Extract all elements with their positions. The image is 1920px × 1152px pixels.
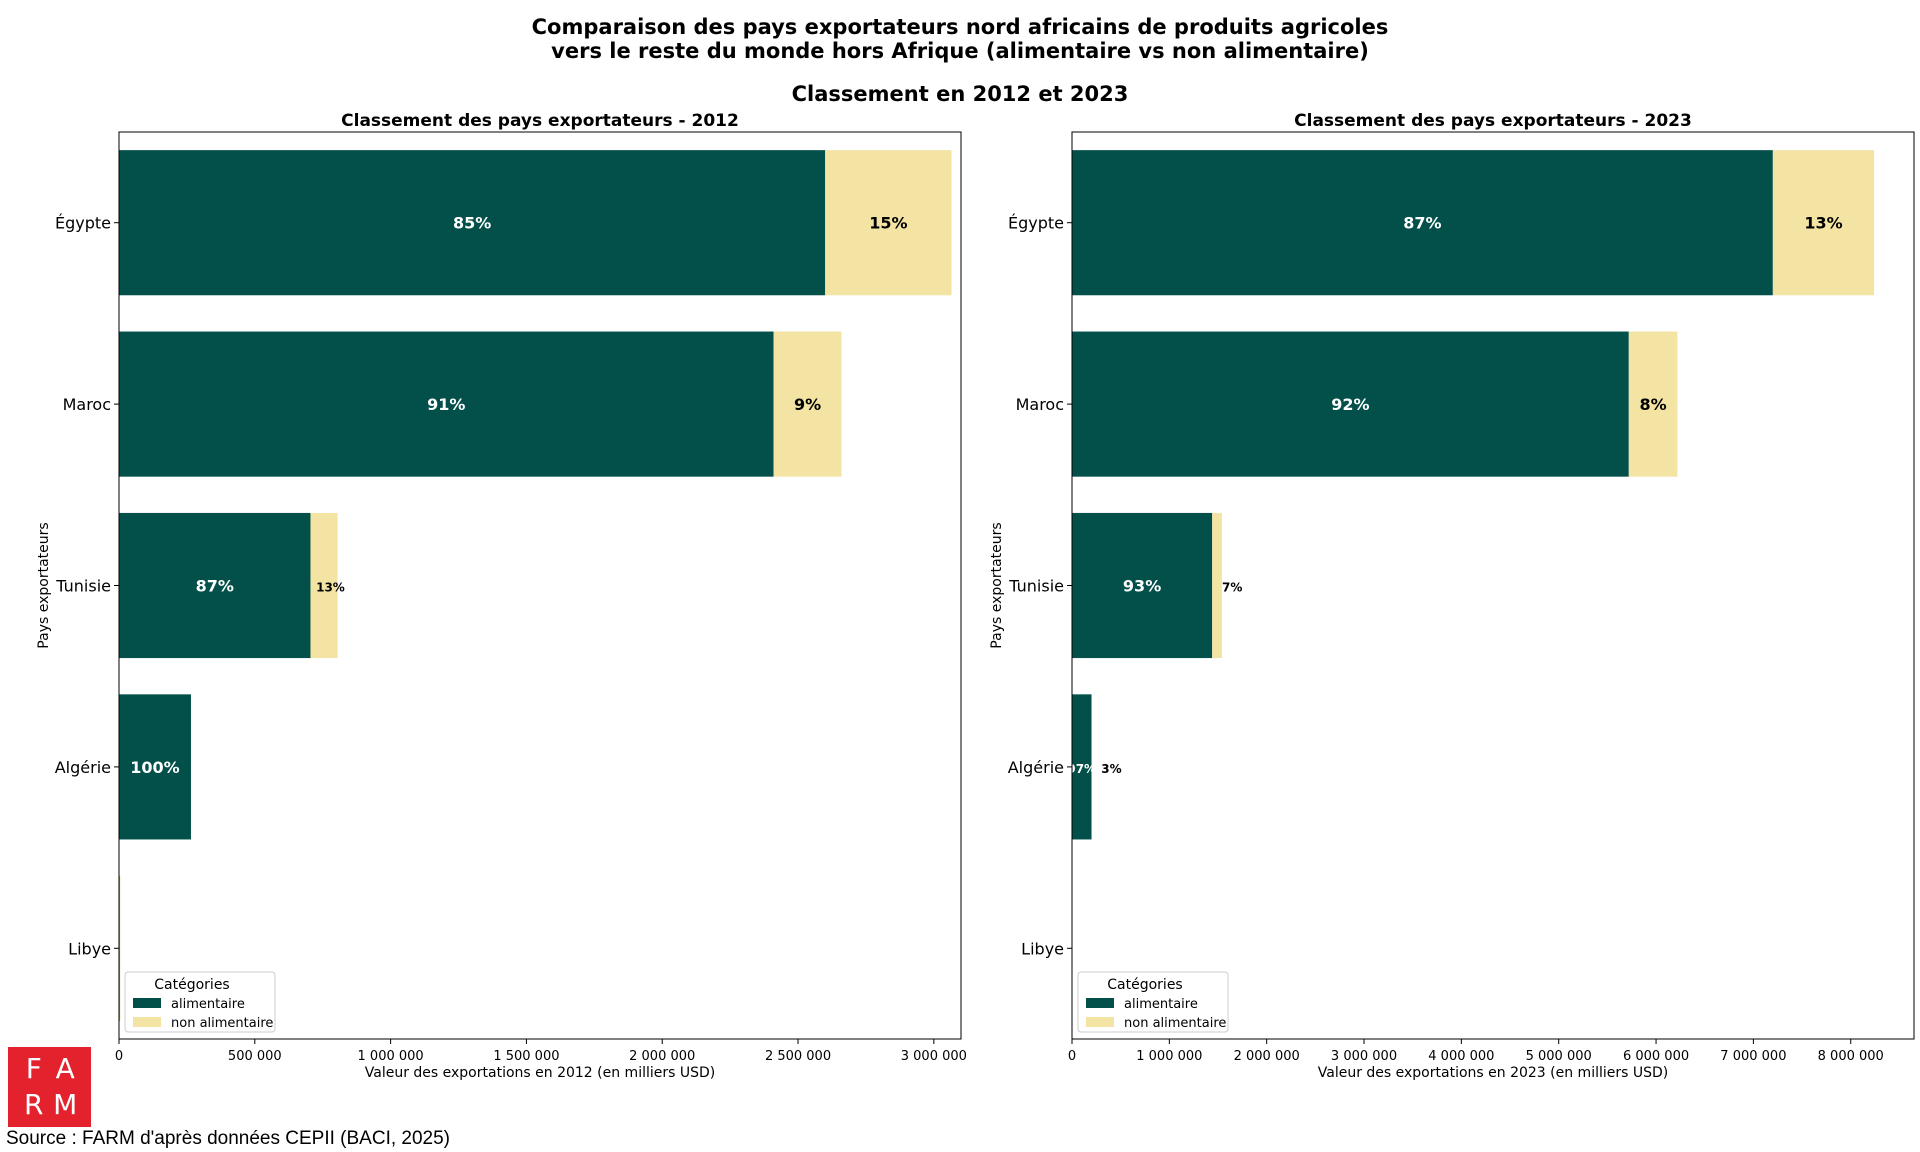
legend-title: Catégories: [154, 977, 229, 993]
x-tick-label: 2 000 000: [1234, 1049, 1300, 1064]
subplot-title-right: Classement des pays exportateurs - 2023: [1294, 111, 1692, 131]
legend-box: [1077, 971, 1229, 1033]
plot-frame-left: [118, 131, 962, 1040]
y-tick-label: Maroc: [1016, 395, 1064, 414]
y-tick-label: Maroc: [63, 395, 111, 414]
legend-swatch-non-alimentaire: [133, 1017, 161, 1027]
y-tick-label: Égypte: [55, 214, 111, 233]
logo-letter: R: [24, 1088, 44, 1121]
main-title-line-2: vers le reste du monde hors Afrique (ali…: [551, 39, 1369, 63]
y-tick-label: Algérie: [55, 758, 111, 777]
bar-alimentaire: [1072, 512, 1213, 659]
x-tick-label: 2 000 000: [629, 1049, 695, 1064]
plot-frame-right: [1071, 131, 1915, 1040]
bar-non-alimentaire: [1091, 694, 1093, 840]
bar-non-alimentaire: [1212, 512, 1222, 659]
legend-label: non alimentaire: [171, 1016, 273, 1031]
y-tick-label: Algérie: [1008, 758, 1064, 777]
bar-percent-label: 85%: [453, 214, 491, 233]
bar-non-alimentaire: [310, 512, 338, 659]
bar-non-alimentaire: [825, 150, 952, 296]
x-tick-label: 1 000 000: [1136, 1049, 1202, 1064]
logo-letter: A: [55, 1052, 75, 1085]
y-axis-label: Pays exportateurs: [36, 522, 52, 648]
y-tick-label: Tunisie: [55, 577, 111, 596]
x-tick-label: 3 000 000: [1331, 1049, 1397, 1064]
bar-percent-label: 93%: [1123, 577, 1161, 596]
x-tick-label: 8 000 000: [1818, 1049, 1884, 1064]
bar-alimentaire: [1072, 331, 1629, 477]
bar-percent-label: 9%: [794, 395, 821, 414]
legend-label: non alimentaire: [1124, 1016, 1226, 1031]
source-note: Source : FARM d'après données CEPII (BAC…: [6, 1128, 451, 1149]
x-tick-label: 0: [115, 1049, 123, 1064]
bar-percent-label: 100%: [130, 758, 179, 777]
bar-alimentaire: [119, 150, 826, 296]
bar-percent-label: 15%: [869, 214, 907, 233]
bar-percent-label: 13%: [1804, 214, 1842, 233]
legend-label: alimentaire: [171, 997, 245, 1012]
bar-alimentaire: [119, 331, 774, 477]
y-axis-label: Pays exportateurs: [989, 522, 1005, 648]
x-tick-label: 5 000 000: [1526, 1049, 1592, 1064]
x-tick-label: 7 000 000: [1720, 1049, 1786, 1064]
bar-percent-label: 13%: [316, 581, 345, 595]
legend-swatch-alimentaire: [133, 998, 161, 1008]
y-tick-label: Tunisie: [1008, 577, 1064, 596]
legend-swatch-alimentaire: [1086, 998, 1114, 1008]
legend-label: alimentaire: [1124, 997, 1198, 1012]
bar-alimentaire: [1072, 150, 1773, 296]
x-tick-label: 2 500 000: [765, 1049, 831, 1064]
x-tick-label: 1 000 000: [358, 1049, 424, 1064]
logo-letter: M: [53, 1088, 78, 1121]
farm-logo: F A R M: [8, 1047, 91, 1127]
logo-letter: F: [25, 1052, 42, 1085]
bar-percent-label: 87%: [1403, 214, 1441, 233]
x-tick-label: 3 000 000: [901, 1049, 967, 1064]
bar-percent-label: 7%: [1222, 581, 1242, 595]
bar-non-alimentaire: [1628, 331, 1678, 477]
legend-title: Catégories: [1107, 977, 1182, 993]
y-tick-label: Libye: [68, 939, 111, 958]
bar-non-alimentaire: [119, 875, 121, 1021]
subplot-title-left: Classement des pays exportateurs - 2012: [341, 111, 739, 131]
y-tick-label: Libye: [1021, 939, 1064, 958]
y-tick-label: Égypte: [1008, 214, 1064, 233]
bar-percent-label: 92%: [1331, 395, 1369, 414]
x-tick-label: 500 000: [228, 1049, 282, 1064]
x-axis-label: Valeur des exportations en 2012 (en mill…: [365, 1065, 716, 1081]
bar-alimentaire: [119, 694, 191, 840]
bar-percent-label: 3%: [1101, 762, 1121, 776]
bar-percent-label: 91%: [427, 395, 465, 414]
bar-non-alimentaire: [773, 331, 842, 477]
legend-swatch-non-alimentaire: [1086, 1017, 1114, 1027]
bar-percent-label: 87%: [196, 577, 234, 596]
x-tick-label: 1 500 000: [493, 1049, 559, 1064]
bar-non-alimentaire: [1772, 150, 1875, 296]
bar-alimentaire: [119, 512, 311, 659]
bar-alimentaire: [1072, 694, 1092, 840]
bar-percent-label: 97%: [1067, 762, 1096, 776]
main-title-line-1: Comparaison des pays exportateurs nord a…: [531, 15, 1389, 39]
legend-box: [124, 971, 276, 1033]
bar-percent-label: 8%: [1640, 395, 1667, 414]
x-tick-label: 4 000 000: [1428, 1049, 1494, 1064]
x-tick-label: 0: [1068, 1049, 1076, 1064]
x-tick-label: 6 000 000: [1623, 1049, 1689, 1064]
x-axis-label: Valeur des exportations en 2023 (en mill…: [1318, 1065, 1669, 1081]
chart-subtitle: Classement en 2012 et 2023: [791, 82, 1129, 106]
